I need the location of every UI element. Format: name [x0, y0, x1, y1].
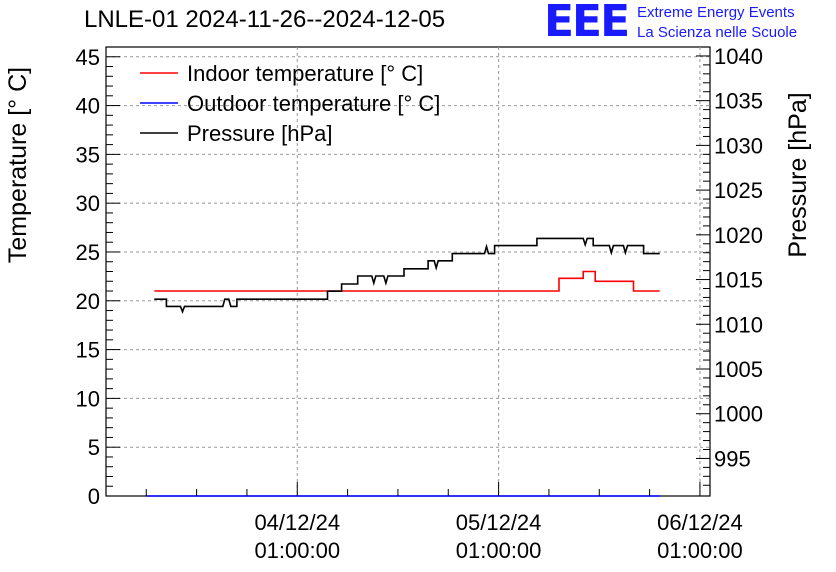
y2-tick-label: 995 [714, 446, 751, 471]
series-lines [146, 237, 660, 497]
y2-tick-label: 1010 [714, 312, 763, 337]
y-tick-label: 20 [76, 289, 100, 314]
x-tick-label-date: 05/12/24 [456, 510, 542, 535]
x-tick-label-date: 06/12/24 [657, 510, 743, 535]
y-tick-label: 15 [76, 338, 100, 363]
axes: 0510152025303540459951000100510101015102… [4, 44, 812, 563]
y2-tick-label: 1035 [714, 89, 763, 114]
eee-logo: EEE [544, 0, 630, 47]
y2-tick-label: 1000 [714, 402, 763, 427]
y-tick-label: 40 [76, 94, 100, 119]
y-tick-label: 35 [76, 142, 100, 167]
y2-axis-title: Pressure [hPa] [784, 92, 812, 257]
x-tick-label-time: 01:00:00 [456, 538, 542, 563]
y-tick-label: 10 [76, 386, 100, 411]
pressure-line [154, 237, 660, 314]
y-tick-label: 25 [76, 240, 100, 265]
y-tick-label: 30 [76, 191, 100, 216]
chart-title: LNLE-01 2024-11-26--2024-12-05 [84, 6, 446, 33]
legend-label: Outdoor temperature [° C] [187, 91, 440, 116]
y2-tick-label: 1020 [714, 223, 763, 248]
y-tick-label: 0 [88, 484, 100, 509]
y-tick-label: 5 [88, 435, 100, 460]
y2-tick-label: 1005 [714, 357, 763, 382]
y2-tick-label: 1030 [714, 133, 763, 158]
x-tick-label-date: 04/12/24 [254, 510, 340, 535]
grid-lines [106, 47, 710, 496]
y-axis-title: Temperature [° C] [4, 67, 32, 263]
y2-tick-label: 1025 [714, 178, 763, 203]
x-tick-label-time: 01:00:00 [657, 538, 743, 563]
y-tick-label: 45 [76, 45, 100, 70]
logo-line-1: Extreme Energy Events [637, 4, 795, 21]
y2-tick-label: 1040 [714, 44, 763, 69]
y2-tick-label: 1015 [714, 268, 763, 293]
x-tick-label-time: 01:00:00 [254, 538, 340, 563]
legend-label: Indoor temperature [° C] [187, 61, 423, 86]
logo-line-2: La Scienza nelle Scuole [637, 24, 798, 41]
legend-label: Pressure [hPa] [187, 121, 333, 146]
indoor-temperature-line [154, 270, 660, 292]
legend: Indoor temperature [° C] Outdoor temperat… [140, 61, 440, 146]
